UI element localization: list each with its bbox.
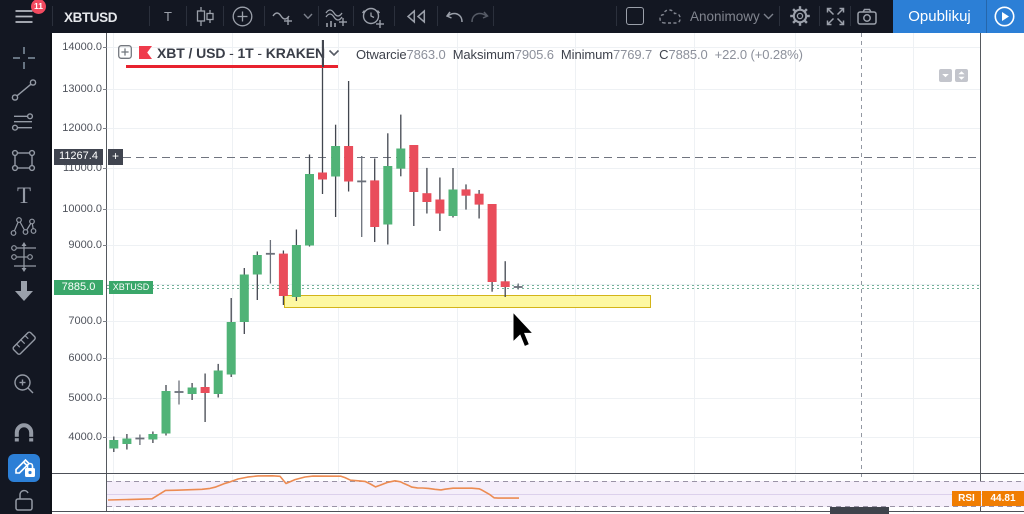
svg-text:T: T — [17, 183, 31, 208]
